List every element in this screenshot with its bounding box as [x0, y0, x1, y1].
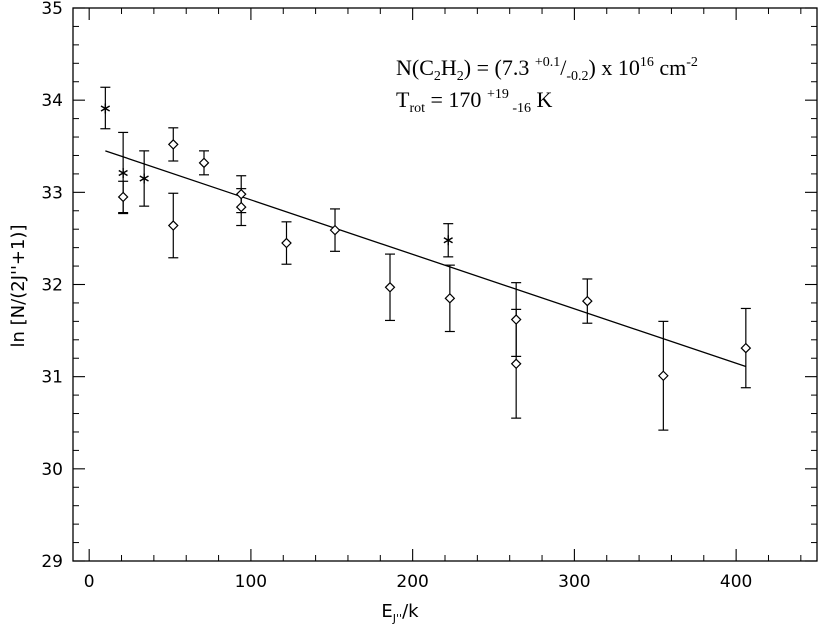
y-axis-label: ln [N/(2J''+1)] [8, 225, 29, 348]
asterisk-marker [100, 103, 111, 114]
temp-sub-minus: -16 [509, 101, 531, 116]
asterisk-stroke [100, 105, 111, 112]
density-sup-plus: +0.1 [535, 55, 560, 70]
density-sub-minus: -0.2 [566, 69, 588, 84]
diamond-marker [167, 139, 179, 150]
y-tick-label: 29 [41, 552, 63, 572]
temp-mid: = 170 [425, 87, 487, 112]
temperature-annotation: Trot = 170 +19 -16 K [396, 87, 553, 116]
density-slash: / [560, 55, 567, 80]
fit-line [105, 150, 747, 368]
temp-sup-plus: +19 [487, 87, 509, 102]
asterisk-stroke [118, 169, 128, 177]
x-tick-label: 100 [235, 572, 267, 592]
temp-unit: K [531, 87, 553, 112]
data-markers [100, 103, 752, 382]
diamond-marker [281, 237, 292, 249]
density-sup-unit: -2 [686, 55, 698, 70]
y-tick-label: 34 [41, 91, 63, 111]
asterisk-marker [139, 173, 149, 184]
x-axis-label-main: E [381, 601, 392, 622]
asterisk-marker [443, 235, 453, 246]
asterisk-stroke [443, 237, 453, 244]
x-tick-label: 300 [558, 572, 590, 592]
diamond-marker [581, 295, 593, 307]
diamond-marker [235, 188, 247, 200]
x-axis-label-sub: J'' [392, 612, 402, 625]
density-lead: N(C [396, 55, 434, 80]
diamond-marker [444, 292, 456, 304]
density-mid2: ) = (7.3 [464, 55, 535, 80]
y-tick-label: 33 [41, 183, 63, 203]
diamond-marker [329, 224, 341, 236]
diamond-marker [740, 342, 752, 354]
x-axis-label-rest: /k [402, 601, 419, 622]
y-tick-label: 31 [41, 368, 63, 388]
diamond-marker [167, 220, 179, 231]
axis-tick-labels: 0 100 200 300 400 29 30 31 32 33 34 35 [41, 0, 752, 592]
asterisk-stroke [139, 175, 149, 182]
diamond-marker [235, 201, 247, 213]
temp-sub-rot: rot [409, 101, 425, 116]
x-tick-label: 0 [84, 572, 95, 592]
density-mid4: cm [654, 55, 686, 80]
fit-line-group [105, 150, 747, 368]
diamond-marker [510, 314, 522, 325]
density-sup-exp: 16 [640, 55, 654, 70]
x-axis-label: EJ''/k [381, 601, 419, 625]
y-tick-label: 32 [41, 276, 63, 296]
diamond-marker [384, 281, 396, 293]
diamond-marker [198, 157, 210, 169]
density-mid3: ) x 10 [589, 55, 640, 80]
x-tick-label: 200 [396, 572, 428, 592]
axis-ticks [73, 7, 817, 562]
diamond-marker [510, 358, 522, 370]
column-density-annotation: N(C2H2) = (7.3 +0.1/-0.2) x 1016 cm-2 [396, 55, 698, 84]
diamond-marker [117, 191, 129, 203]
density-mid1: H [441, 55, 457, 80]
x-tick-label: 400 [720, 572, 752, 592]
y-tick-label: 35 [41, 0, 63, 19]
temp-lead: T [396, 87, 410, 112]
density-sub1: 2 [434, 69, 441, 84]
asterisk-marker [118, 167, 128, 178]
diamond-marker [657, 370, 669, 382]
density-sub2: 2 [457, 69, 464, 84]
y-tick-label: 30 [41, 460, 63, 480]
